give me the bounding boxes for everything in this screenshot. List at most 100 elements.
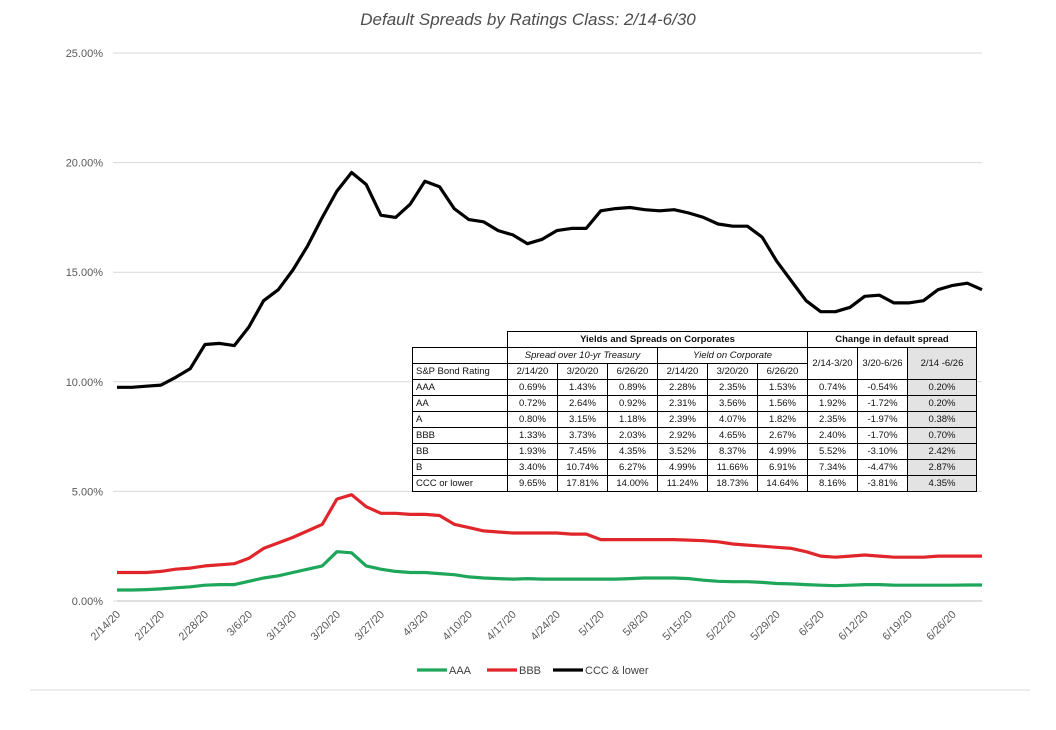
rating-cell: B bbox=[412, 459, 508, 476]
value-cell: 5.52% bbox=[807, 443, 858, 460]
value-cell: 7.34% bbox=[807, 459, 858, 476]
value-cell: 7.45% bbox=[557, 443, 608, 460]
value-cell: 1.53% bbox=[757, 379, 808, 396]
value-cell: 11.24% bbox=[657, 475, 708, 492]
x-tick-label: 6/19/20 bbox=[880, 609, 914, 643]
series-lines bbox=[117, 170, 983, 592]
change-header-2: 3/20-6/26 bbox=[857, 347, 908, 380]
value-cell: 0.20% bbox=[907, 379, 977, 396]
value-cell: 3.52% bbox=[657, 443, 708, 460]
x-tick-label: 2/14/20 bbox=[89, 609, 123, 643]
date-header: 2/14/20 bbox=[507, 363, 558, 380]
date-header: 6/26/20 bbox=[607, 363, 658, 380]
y-axis: 0.00% 5.00% 10.00% 15.00% 20.00% 25.00% bbox=[66, 48, 104, 608]
rating-cell: BB bbox=[412, 443, 508, 460]
value-cell: 4.35% bbox=[907, 475, 977, 492]
change-header-1: 2/14-3/20 bbox=[807, 347, 858, 380]
legend-label: CCC & lower bbox=[585, 665, 649, 677]
value-cell: 2.35% bbox=[807, 411, 858, 428]
series-line-aaa bbox=[117, 550, 982, 592]
table-row: A 0.80% 3.15% 1.18% 2.39% 4.07% 1.82% 2.35% -1.9… bbox=[412, 411, 977, 428]
value-cell: 8.16% bbox=[807, 475, 858, 492]
value-cell: 0.92% bbox=[607, 395, 658, 412]
rating-cell: CCC or lower bbox=[412, 475, 508, 492]
value-cell: 1.18% bbox=[607, 411, 658, 428]
value-cell: 0.74% bbox=[807, 379, 858, 396]
series-line-bbb bbox=[117, 493, 982, 575]
y-tick-label: 25.00% bbox=[66, 48, 104, 60]
value-cell: 0.69% bbox=[507, 379, 558, 396]
value-cell: 10.74% bbox=[557, 459, 608, 476]
x-tick-label: 6/5/20 bbox=[797, 609, 827, 639]
x-axis: 2/14/20 2/21/20 2/28/20 3/6/20 3/13/20 3/20/2… bbox=[89, 600, 982, 643]
value-cell: 2.03% bbox=[607, 427, 658, 444]
value-cell: 0.70% bbox=[907, 427, 977, 444]
value-cell: 4.07% bbox=[707, 411, 758, 428]
rating-cell: BBB bbox=[412, 427, 508, 444]
rating-header: S&P Bond Rating bbox=[412, 363, 508, 380]
value-cell: 2.87% bbox=[907, 459, 977, 476]
x-tick-label: 5/22/20 bbox=[704, 609, 738, 643]
value-cell: 4.35% bbox=[607, 443, 658, 460]
x-tick-label: 5/1/20 bbox=[577, 609, 607, 639]
legend-label: AAA bbox=[449, 665, 472, 677]
y-tick-label: 20.00% bbox=[66, 158, 104, 170]
y-tick-label: 15.00% bbox=[66, 267, 104, 279]
table-row: BB 1.93% 7.45% 4.35% 3.52% 8.37% 4.99% 5.52% -3.… bbox=[412, 443, 977, 460]
date-header: 2/14/20 bbox=[657, 363, 708, 380]
date-header: 3/20/20 bbox=[557, 363, 608, 380]
value-cell: 1.82% bbox=[757, 411, 808, 428]
value-cell: 11.66% bbox=[707, 459, 758, 476]
value-cell: 1.92% bbox=[807, 395, 858, 412]
value-cell: -3.81% bbox=[857, 475, 908, 492]
value-cell: 2.67% bbox=[757, 427, 808, 444]
date-header: 6/26/20 bbox=[757, 363, 808, 380]
value-cell: 3.40% bbox=[507, 459, 558, 476]
legend-label: BBB bbox=[519, 665, 541, 677]
x-tick-label: 2/28/20 bbox=[177, 609, 211, 643]
x-tick-label: 5/15/20 bbox=[660, 609, 694, 643]
y-tick-label: 10.00% bbox=[66, 377, 104, 389]
value-cell: 2.40% bbox=[807, 427, 858, 444]
value-cell: -4.47% bbox=[857, 459, 908, 476]
x-tick-label: 5/8/20 bbox=[621, 609, 651, 639]
value-cell: 4.65% bbox=[707, 427, 758, 444]
value-cell: 1.56% bbox=[757, 395, 808, 412]
x-tick-label: 3/6/20 bbox=[225, 609, 255, 639]
sub-header-yield: Yield on Corporate bbox=[657, 347, 808, 364]
value-cell: 2.92% bbox=[657, 427, 708, 444]
value-cell: 17.81% bbox=[557, 475, 608, 492]
x-tick-label: 4/17/20 bbox=[485, 609, 519, 643]
value-cell: 18.73% bbox=[707, 475, 758, 492]
value-cell: 6.27% bbox=[607, 459, 658, 476]
x-tick-label: 4/24/20 bbox=[529, 609, 563, 643]
blank-cell bbox=[412, 347, 508, 364]
blank-cell bbox=[412, 331, 508, 348]
value-cell: -0.54% bbox=[857, 379, 908, 396]
value-cell: 0.89% bbox=[607, 379, 658, 396]
x-tick-label: 6/12/20 bbox=[836, 609, 870, 643]
legend: AAA BBB CCC & lower bbox=[417, 665, 649, 677]
value-cell: 2.31% bbox=[657, 395, 708, 412]
y-tick-label: 5.00% bbox=[72, 486, 103, 498]
rating-cell: A bbox=[412, 411, 508, 428]
value-cell: 2.42% bbox=[907, 443, 977, 460]
table-row: CCC or lower 9.65% 17.81% 14.00% 11.24% 18.73… bbox=[412, 475, 977, 492]
value-cell: -3.10% bbox=[857, 443, 908, 460]
value-cell: 0.20% bbox=[907, 395, 977, 412]
spreads-table: Yields and Spreads on Corporates Change … bbox=[412, 331, 977, 492]
gridlines bbox=[113, 52, 982, 602]
value-cell: -1.72% bbox=[857, 395, 908, 412]
x-tick-label: 5/29/20 bbox=[748, 609, 782, 643]
table-row: AAA 0.69% 1.43% 0.89% 2.28% 2.35% 1.53% 0.74% -0… bbox=[412, 379, 977, 396]
chart-title: Default Spreads by Ratings Class: 2/14-6… bbox=[360, 10, 696, 29]
group-header-yields: Yields and Spreads on Corporates bbox=[507, 331, 808, 348]
x-tick-label: 3/13/20 bbox=[265, 609, 299, 643]
group-header-change: Change in default spread bbox=[807, 331, 977, 348]
value-cell: 1.33% bbox=[507, 427, 558, 444]
table-row: BBB 1.33% 3.73% 2.03% 2.92% 4.65% 2.67% 2.40% -1… bbox=[412, 427, 977, 444]
value-cell: 3.56% bbox=[707, 395, 758, 412]
y-tick-label: 0.00% bbox=[72, 596, 103, 608]
value-cell: 1.93% bbox=[507, 443, 558, 460]
